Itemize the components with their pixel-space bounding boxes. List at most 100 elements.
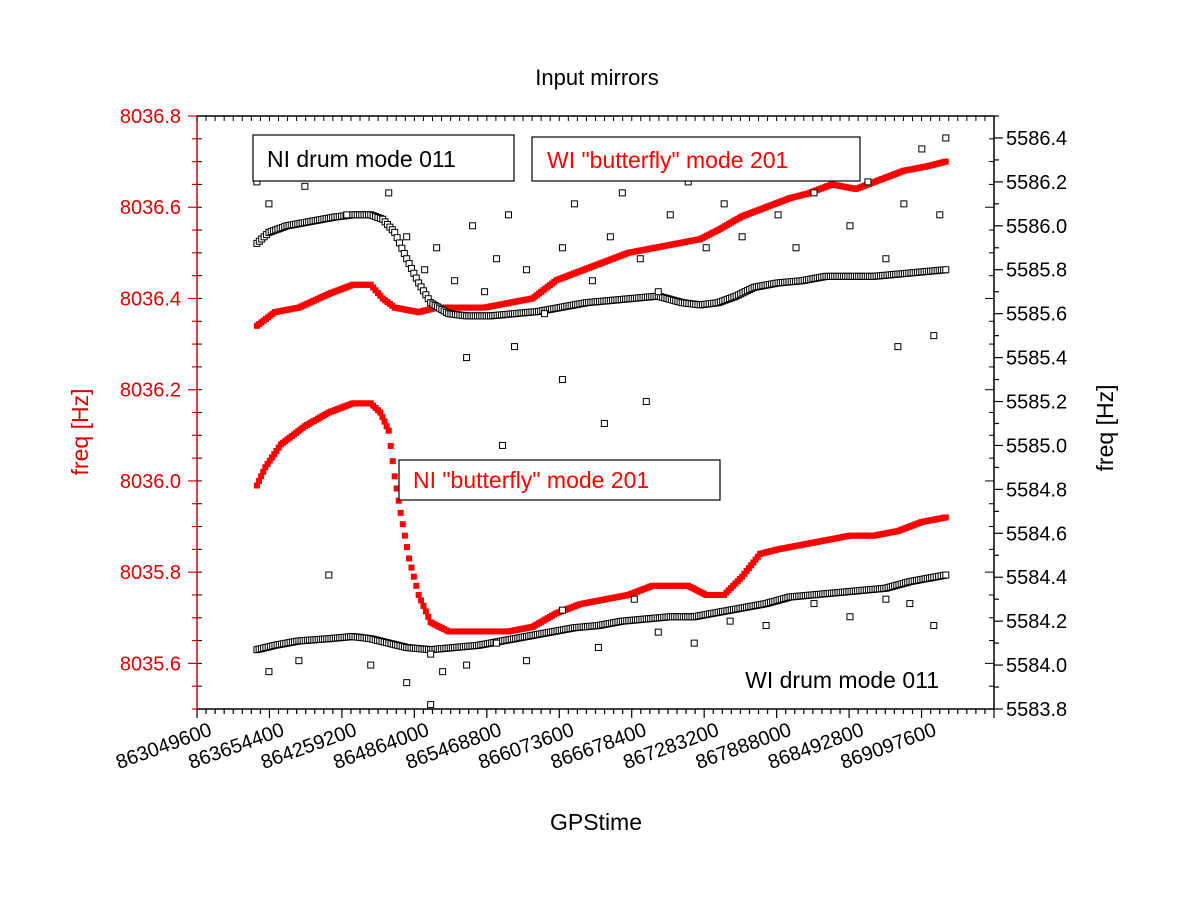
series-group (265, 571, 938, 709)
data-point (301, 182, 309, 190)
plot-frame (196, 115, 995, 710)
data-point (493, 255, 501, 263)
data-point (630, 595, 638, 603)
data-point (463, 661, 471, 669)
data-point (900, 200, 908, 208)
data-point (702, 244, 710, 252)
data-point (273, 447, 280, 454)
data-point (469, 222, 477, 230)
data-point (522, 266, 530, 274)
data-point (275, 444, 282, 451)
data-point (427, 650, 435, 658)
data-point (256, 477, 263, 484)
data-point (401, 532, 408, 539)
data-point (379, 414, 386, 421)
annotation-text: WI drum mode 011 (745, 667, 939, 693)
data-point (654, 288, 662, 296)
data-point (690, 639, 698, 647)
annotation-box (531, 136, 861, 182)
data-point (260, 468, 267, 475)
annotation-ni-butterfly: NI "butterfly" mode 201 (398, 459, 721, 501)
right-y-tick-label: 5584.2 (1006, 611, 1067, 633)
data-point (415, 591, 422, 598)
left-y-tick-label: 8036.0 (120, 471, 181, 493)
data-point (377, 409, 384, 416)
right-y-tick-label: 5583.8 (1006, 699, 1067, 721)
data-point (942, 134, 950, 142)
data-point (325, 571, 333, 579)
data-point (271, 451, 278, 458)
data-point (882, 255, 890, 263)
right-y-axis-label: freq [Hz] (1092, 385, 1118, 472)
data-point (762, 622, 770, 630)
data-point (269, 454, 276, 461)
data-point (413, 582, 420, 589)
annotation-box (252, 134, 515, 182)
data-point (846, 613, 854, 621)
annotation-box (398, 459, 721, 501)
right-y-tick-label: 5585.6 (1006, 304, 1067, 326)
data-point (636, 255, 644, 263)
series-layer (253, 134, 950, 709)
data-point (942, 266, 950, 274)
data-point (792, 244, 800, 252)
data-point (403, 544, 410, 551)
data-point (600, 419, 608, 427)
data-point (408, 564, 415, 571)
data-point (864, 178, 872, 186)
data-point (930, 332, 938, 340)
data-point (343, 211, 351, 219)
data-point (654, 628, 662, 636)
data-point (930, 622, 938, 630)
data-point (418, 597, 425, 604)
data-point (399, 521, 406, 528)
left-y-tick-label: 8035.6 (120, 653, 181, 675)
series-group (253, 400, 949, 635)
data-point (253, 482, 260, 489)
left-y-axis-ticks: 8035.6 8035.8 8036.0 8036.2 8036.4 8036.6 8036… (120, 106, 994, 710)
data-point (393, 485, 400, 492)
left-y-tick-label: 8035.8 (120, 562, 181, 584)
data-point (295, 657, 303, 665)
chart-title: Input mirrors (535, 65, 658, 90)
data-point (266, 457, 273, 464)
data-point (942, 571, 950, 579)
right-y-tick-label: 5586.2 (1006, 172, 1067, 194)
left-y-tick-label: 8036.4 (120, 288, 181, 310)
data-point (558, 376, 566, 384)
data-point (588, 277, 596, 285)
annotation-wi-butterfly: WI "butterfly" mode 201 (531, 136, 861, 182)
data-point (570, 200, 578, 208)
right-y-tick-label: 5585.0 (1006, 435, 1067, 457)
data-point (433, 244, 441, 252)
right-y-tick-label: 5584.6 (1006, 523, 1067, 545)
annotation-wi-drum: WI drum mode 011 (745, 667, 939, 693)
data-point (774, 211, 782, 219)
data-point (558, 606, 566, 614)
right-y-tick-label: 5584.8 (1006, 479, 1067, 501)
right-y-axis-ticks: 5583.8 5584.0 5584.2 5584.4 5584.6 5584.8 5585… (994, 115, 1067, 721)
data-point (936, 211, 944, 219)
data-point (493, 639, 501, 647)
data-point (511, 343, 519, 351)
data-point (395, 497, 402, 504)
data-point (720, 200, 728, 208)
data-point (265, 200, 273, 208)
annotation-text: WI "butterfly" mode 201 (547, 147, 788, 173)
data-point (558, 244, 566, 252)
data-point (618, 189, 626, 197)
data-point (906, 600, 914, 608)
data-point (383, 423, 390, 430)
right-y-tick-label: 5584.0 (1006, 655, 1067, 677)
data-point (642, 398, 650, 406)
data-point (522, 657, 530, 665)
data-point (846, 222, 854, 230)
data-point (258, 473, 265, 480)
data-point (505, 211, 513, 219)
data-point (666, 211, 674, 219)
data-point (810, 189, 818, 197)
data-point (594, 644, 602, 652)
data-point (420, 602, 427, 609)
data-point (391, 473, 398, 480)
